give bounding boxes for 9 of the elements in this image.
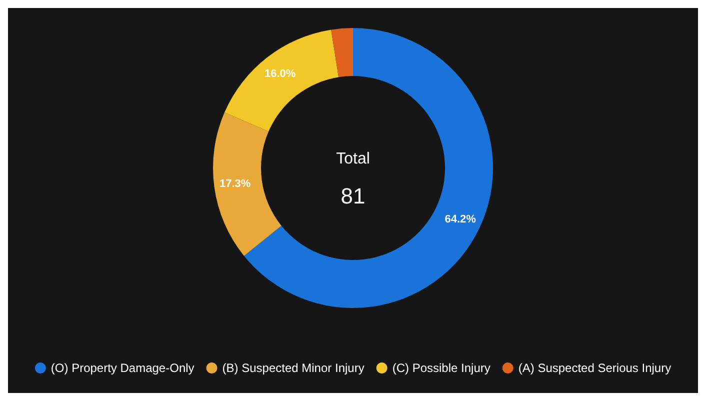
- text: Total: [336, 150, 370, 168]
- data-label: 17.3%: [219, 178, 251, 190]
- legend-label: (C) Possible Injury: [392, 361, 490, 375]
- legend-label: (O) Property Damage-Only: [50, 361, 194, 375]
- data-label: 64.2%: [444, 213, 476, 226]
- legend-label: (B) Suspected Minor Injury: [222, 361, 364, 375]
- data-label: 16.0%: [264, 68, 296, 80]
- text: 81: [340, 184, 366, 208]
- legend-label: (A) Suspected Serious Injury: [518, 361, 672, 375]
